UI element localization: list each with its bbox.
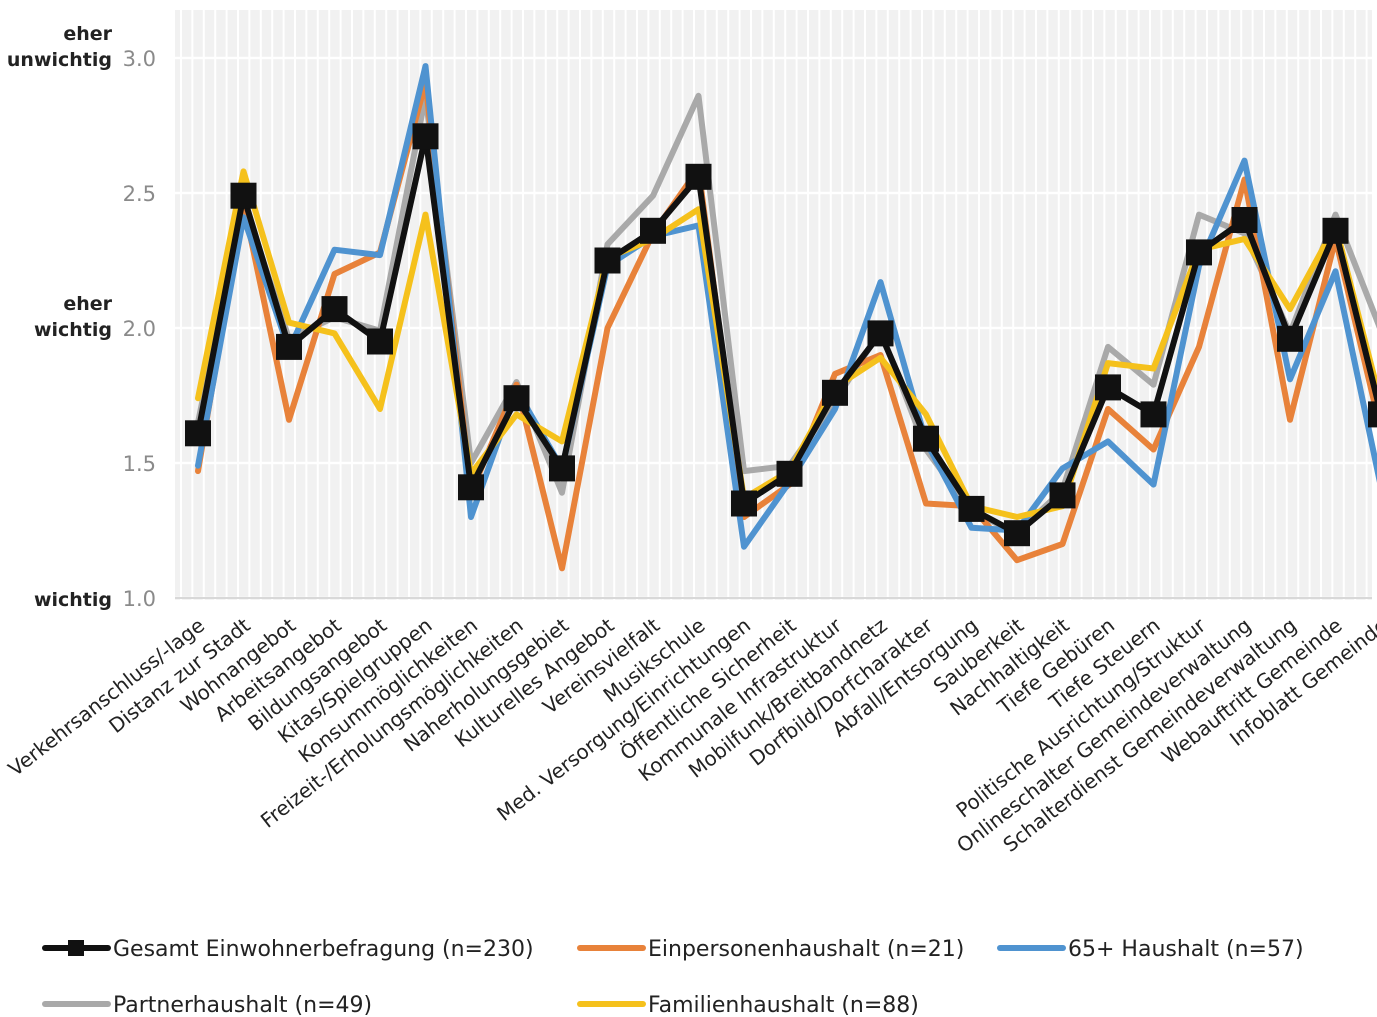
data-point-marker xyxy=(503,385,530,412)
data-point-marker xyxy=(640,217,666,244)
y-tick-label: 1.0 xyxy=(123,587,156,611)
data-point-marker xyxy=(1368,401,1377,428)
y-annotation: wichtig xyxy=(34,589,112,611)
data-point-marker xyxy=(1004,520,1030,547)
data-point-marker xyxy=(1049,482,1076,509)
y-annotation: eher wichtig xyxy=(34,293,113,341)
y-tick-label: 2.5 xyxy=(123,182,156,206)
y-annotation-line: eher xyxy=(63,23,112,45)
legend-label: Einpersonenhaushalt (n=21) xyxy=(648,937,964,962)
data-point-marker xyxy=(367,328,393,355)
legend-item: Gesamt Einwohnerbefragung (n=230) xyxy=(42,937,534,962)
data-point-marker xyxy=(230,182,257,209)
data-point-marker xyxy=(913,425,939,452)
legend-item: 65+ Haushalt (n=57) xyxy=(997,937,1304,962)
legend-marker xyxy=(68,940,84,956)
y-annotation-line: wichtig xyxy=(34,319,112,341)
data-point-marker xyxy=(458,474,484,501)
data-point-marker xyxy=(549,455,575,482)
legend-label: Partnerhaushalt (n=49) xyxy=(113,993,372,1017)
data-point-marker xyxy=(1140,401,1167,428)
data-point-marker xyxy=(1095,374,1121,401)
data-point-marker xyxy=(412,123,439,150)
data-point-marker xyxy=(594,247,621,274)
y-annotation-line: eher xyxy=(63,293,112,315)
legend: Gesamt Einwohnerbefragung (n=230) Einpers… xyxy=(42,937,1304,1017)
series-0 xyxy=(185,123,1377,547)
y-annotation-line: wichtig xyxy=(34,589,112,611)
data-point-marker xyxy=(185,420,211,447)
legend-item: Partnerhaushalt (n=49) xyxy=(42,993,372,1017)
data-point-marker xyxy=(776,460,803,487)
data-point-marker xyxy=(1322,217,1349,244)
data-point-marker xyxy=(1231,207,1258,233)
y-annotation-line: unwichtig xyxy=(7,49,112,71)
data-point-marker xyxy=(822,379,848,406)
y-annotation: eher unwichtig xyxy=(7,23,113,71)
y-axis-ticks: 1.0 1.5 2.0 2.5 3.0 xyxy=(123,47,156,611)
y-tick-label: 3.0 xyxy=(123,47,156,71)
legend-label: Familienhaushalt (n=88) xyxy=(648,993,919,1017)
data-point-marker xyxy=(731,490,757,517)
data-point-marker xyxy=(685,163,712,190)
series-lines xyxy=(185,63,1377,572)
legend-item: Familienhaushalt (n=88) xyxy=(577,993,919,1017)
legend-label: Gesamt Einwohnerbefragung (n=230) xyxy=(113,937,534,962)
legend-label: 65+ Haushalt (n=57) xyxy=(1068,937,1304,962)
data-point-marker xyxy=(1186,239,1212,266)
data-point-marker xyxy=(276,333,302,360)
data-point-marker xyxy=(1277,325,1303,352)
legend-item: Einpersonenhaushalt (n=21) xyxy=(577,937,964,962)
data-point-marker xyxy=(958,495,985,522)
data-point-marker xyxy=(867,320,894,347)
data-point-marker xyxy=(321,296,348,323)
y-axis-annotations: eher unwichtig eher wichtig wichtig xyxy=(7,23,113,611)
y-tick-label: 2.0 xyxy=(123,317,156,341)
y-tick-label: 1.5 xyxy=(123,452,156,476)
